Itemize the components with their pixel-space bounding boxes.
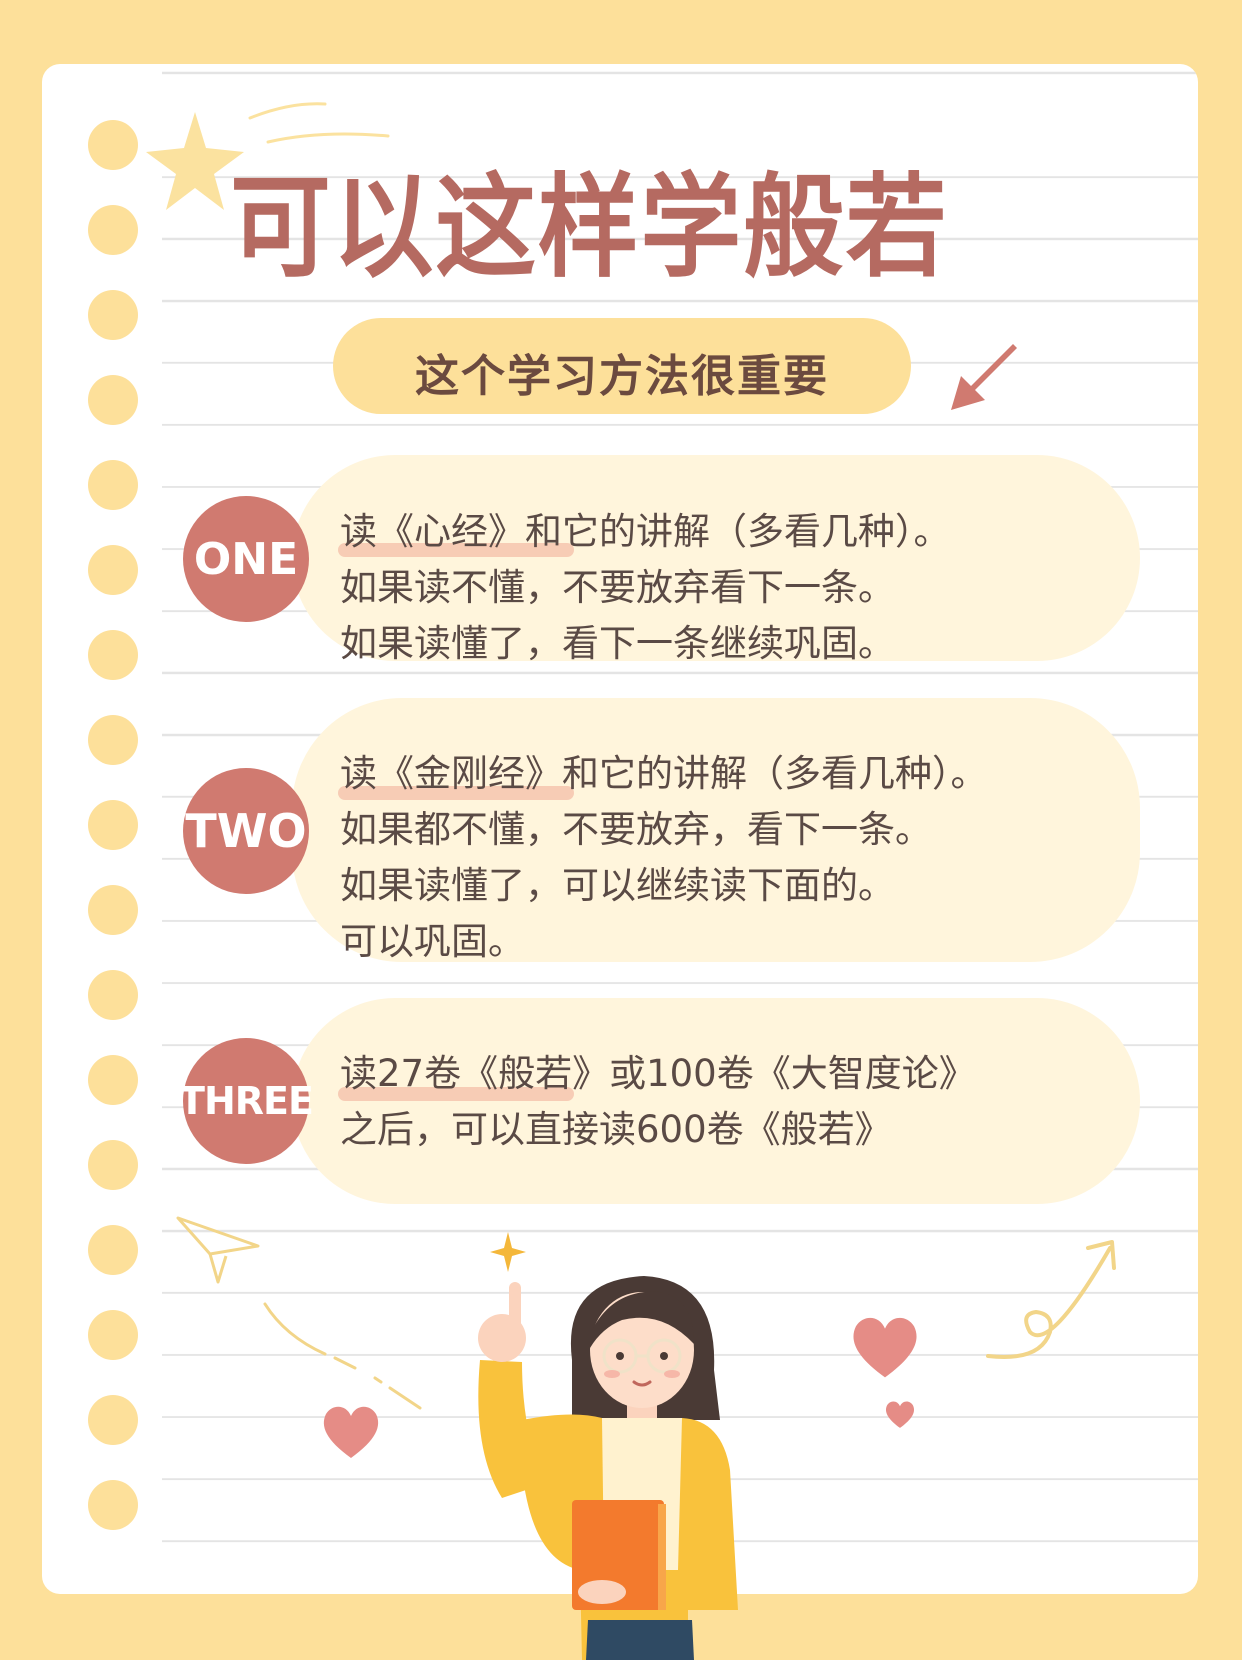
step-two-text: 读《金刚经》和它的讲解（多看几种）。 如果都不懂，不要放弃，看下一条。 如果读懂… (340, 746, 988, 970)
binder-hole (88, 1055, 138, 1105)
heart-icon (885, 1401, 915, 1428)
highlight-mark (338, 1087, 574, 1101)
binder-hole (88, 205, 138, 255)
step-line: 如果读不懂，不要放弃看下一条。 (340, 566, 895, 609)
page-title: 可以这样学般若 (230, 163, 949, 293)
highlight-mark (338, 786, 574, 800)
step-line: 读《金刚经》和它的讲解（多看几种）。 (340, 752, 988, 795)
step-badge-three: THREE (179, 1038, 314, 1164)
binder-hole (88, 120, 138, 170)
binder-hole (88, 630, 138, 680)
binder-hole (88, 970, 138, 1020)
binder-hole (88, 290, 138, 340)
step-line: 之后，可以直接读600卷《般若》 (340, 1108, 892, 1151)
arrow-down-left-icon (951, 344, 1017, 410)
binder-hole (88, 375, 138, 425)
sparkle-icon (490, 1232, 526, 1272)
dash-lines-decoration (263, 1302, 422, 1410)
star-icon (146, 102, 390, 210)
binder-holes (0, 0, 160, 1660)
step-three-text: 读27卷《般若》或100卷《大智度论》 之后，可以直接读600卷《般若》 (340, 1046, 976, 1158)
step-card-one (292, 455, 1140, 661)
step-card-three (292, 998, 1140, 1204)
subtitle: 这个学习方法很重要 (415, 351, 829, 402)
step-one-text: 读《心经》和它的讲解（多看几种）。 如果读不懂，不要放弃看下一条。 如果读懂了，… (340, 504, 951, 672)
binder-hole (88, 1140, 138, 1190)
step-line: 读《心经》和它的讲解（多看几种）。 (340, 510, 951, 553)
binder-hole (88, 1310, 138, 1360)
binder-hole (88, 715, 138, 765)
heart-icon (853, 1317, 917, 1378)
heart-icon (323, 1406, 379, 1458)
highlight-mark (338, 543, 574, 557)
step-line: 如果都不懂，不要放弃，看下一条。 (340, 808, 932, 851)
binder-hole (88, 800, 138, 850)
step-line: 读27卷《般若》或100卷《大智度论》 (340, 1052, 976, 1095)
paper-plane-icon (176, 1216, 260, 1284)
step-card-two (292, 698, 1140, 962)
curly-arrow-icon (986, 1240, 1116, 1359)
binder-hole (88, 1225, 138, 1275)
binder-hole (88, 545, 138, 595)
step-line: 如果读懂了，可以继续读下面的。 (340, 864, 895, 907)
step-badge-one: ONE (183, 496, 309, 622)
binder-hole (88, 885, 138, 935)
subtitle-pill: 这个学习方法很重要 (333, 318, 911, 414)
step-line: 可以巩固。 (340, 920, 525, 963)
binder-hole (88, 460, 138, 510)
step-line: 如果读懂了，看下一条继续巩固。 (340, 622, 895, 665)
girl-illustration (478, 1276, 738, 1660)
binder-hole (88, 1480, 138, 1530)
binder-hole (88, 1395, 138, 1445)
step-badge-two: TWO (183, 768, 309, 894)
